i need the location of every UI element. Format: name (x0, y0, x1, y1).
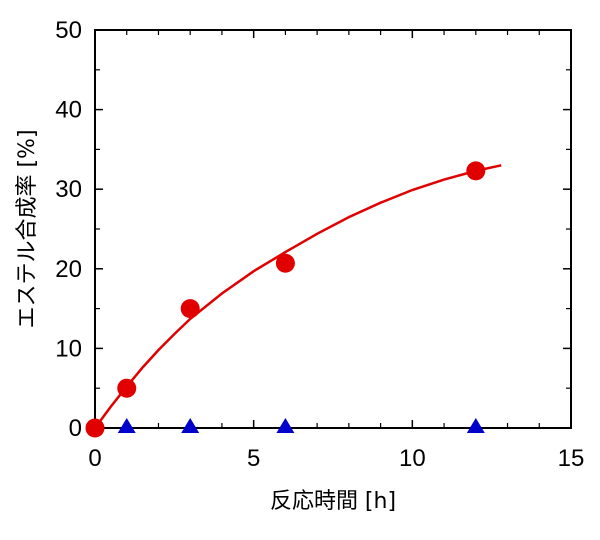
x-tick-label: 10 (399, 445, 426, 472)
data-points (85, 161, 486, 438)
data-point-circle (180, 299, 200, 319)
x-axis: 0 5 10 15 (88, 30, 584, 472)
y-tick-label: 40 (55, 97, 82, 124)
data-point-triangle (466, 418, 485, 433)
data-point-circle (466, 161, 486, 181)
x-tick-label: 15 (558, 445, 585, 472)
y-axis: 0 10 20 30 40 50 (55, 17, 571, 442)
y-tick-label: 50 (55, 17, 82, 44)
x-tick-label: 0 (88, 445, 101, 472)
y-tick-label: 10 (55, 335, 82, 362)
data-point-circle (117, 378, 137, 398)
plot-area-frame (94, 29, 572, 429)
data-point-circle (85, 418, 105, 438)
y-tick-label: 20 (55, 256, 82, 283)
data-point-triangle (276, 418, 295, 433)
x-tick-label: 5 (247, 445, 260, 472)
data-point-triangle (181, 418, 200, 433)
y-tick-label: 30 (55, 176, 82, 203)
data-point-triangle (117, 418, 136, 433)
fit-curve (93, 164, 502, 429)
x-axis-title: 反応時間 [h] (270, 489, 396, 514)
y-axis-title: エステル合成率 [%] (15, 129, 40, 328)
data-point-circle (275, 253, 295, 273)
y-tick-label: 0 (69, 415, 82, 442)
